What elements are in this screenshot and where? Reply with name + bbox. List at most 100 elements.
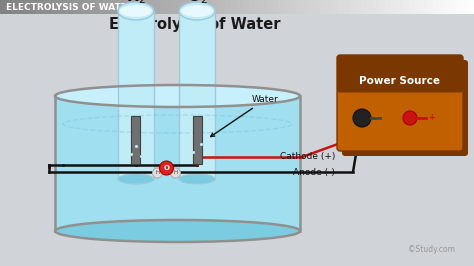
Bar (112, 0, 119, 14)
Circle shape (153, 168, 163, 178)
Ellipse shape (118, 174, 154, 184)
Ellipse shape (120, 5, 152, 17)
Bar (290, 0, 297, 14)
FancyBboxPatch shape (342, 60, 468, 156)
Bar (420, 0, 428, 14)
Bar (456, 0, 463, 14)
Bar (0, 0, 7, 14)
Bar (160, 0, 167, 14)
Bar (385, 0, 392, 14)
Text: O: O (164, 165, 170, 171)
Bar (131, 116, 140, 164)
Bar (118, 0, 126, 14)
Circle shape (171, 168, 181, 178)
Bar (166, 0, 173, 14)
Bar (59, 0, 66, 14)
Bar (356, 0, 363, 14)
Text: H$_2$: H$_2$ (126, 0, 146, 6)
Text: Cathode (+): Cathode (+) (280, 152, 335, 161)
Text: H: H (155, 171, 160, 176)
Text: Anode (-): Anode (-) (293, 168, 335, 177)
Text: H: H (173, 171, 178, 176)
Bar (107, 0, 114, 14)
Circle shape (403, 111, 417, 125)
Bar (308, 0, 315, 14)
Circle shape (353, 109, 371, 127)
Bar (332, 0, 339, 14)
Bar (53, 0, 60, 14)
Bar (326, 0, 333, 14)
Bar (438, 0, 446, 14)
Bar (95, 0, 102, 14)
Text: ELECTROLYSIS OF WATER: ELECTROLYSIS OF WATER (6, 2, 134, 11)
Bar (77, 0, 84, 14)
Bar (225, 0, 232, 14)
Bar (344, 0, 351, 14)
Bar (415, 0, 422, 14)
Bar (391, 0, 398, 14)
Bar (24, 0, 31, 14)
Bar (124, 0, 131, 14)
Bar (427, 0, 434, 14)
Bar (367, 0, 374, 14)
Bar (148, 0, 155, 14)
Bar (192, 116, 201, 164)
Bar (142, 0, 149, 14)
Bar (361, 0, 368, 14)
Bar (100, 0, 108, 14)
Ellipse shape (179, 174, 215, 184)
Ellipse shape (181, 5, 213, 17)
Bar (183, 0, 191, 14)
Bar (432, 0, 439, 14)
Bar (296, 0, 303, 14)
Bar (190, 0, 197, 14)
Bar (462, 0, 469, 14)
Bar (320, 0, 327, 14)
Bar (136, 0, 143, 14)
Bar (178, 0, 185, 14)
FancyBboxPatch shape (337, 55, 463, 93)
Bar (201, 0, 209, 14)
Bar (36, 0, 43, 14)
Bar (71, 0, 78, 14)
Bar (55, 96, 300, 231)
Bar (314, 0, 321, 14)
Bar (444, 0, 451, 14)
Bar (373, 0, 380, 14)
Bar (231, 0, 238, 14)
Bar (89, 0, 96, 14)
Bar (219, 0, 226, 14)
Bar (278, 0, 285, 14)
Bar (12, 0, 19, 14)
FancyBboxPatch shape (337, 55, 463, 151)
Bar (29, 0, 36, 14)
Bar (379, 0, 386, 14)
Bar (284, 0, 292, 14)
Ellipse shape (179, 2, 215, 20)
Bar (18, 0, 25, 14)
Text: Water: Water (210, 95, 279, 136)
Text: Electrolysis of Water: Electrolysis of Water (109, 16, 281, 31)
Bar (273, 0, 280, 14)
Bar (83, 0, 90, 14)
Bar (255, 0, 262, 14)
Bar (243, 0, 250, 14)
Bar (130, 0, 137, 14)
Bar (349, 0, 356, 14)
Bar (468, 0, 474, 14)
Text: Power Source: Power Source (359, 76, 440, 85)
Bar (337, 0, 345, 14)
Bar (195, 0, 202, 14)
Bar (118, 11, 154, 179)
Ellipse shape (118, 2, 154, 20)
Ellipse shape (55, 85, 300, 107)
Bar (207, 0, 214, 14)
Bar (403, 0, 410, 14)
Bar (397, 0, 404, 14)
Ellipse shape (55, 220, 300, 242)
Bar (237, 0, 244, 14)
Bar (179, 11, 215, 179)
Text: ©Study.com: ©Study.com (408, 245, 455, 254)
Bar (172, 0, 179, 14)
Text: +: + (428, 114, 434, 123)
